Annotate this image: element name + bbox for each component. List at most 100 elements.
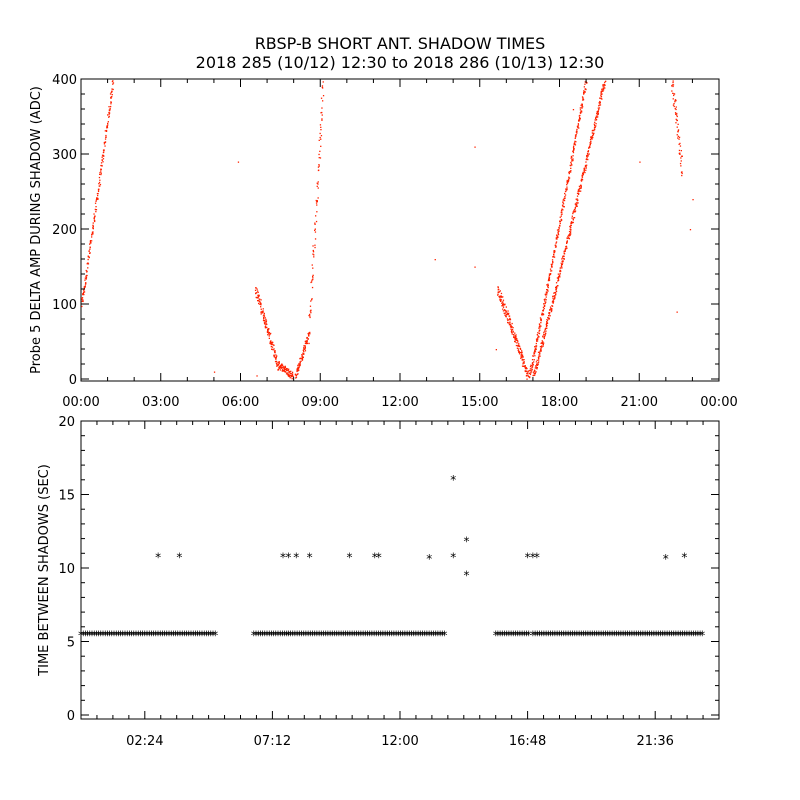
top-data-point [500, 300, 502, 302]
top-data-point [314, 246, 316, 249]
top-data-point [590, 142, 592, 144]
top-data-point [547, 285, 549, 287]
top-data-point [576, 125, 579, 128]
top-data-point [510, 325, 512, 327]
top-data-point [500, 292, 503, 295]
top-data-point [518, 350, 520, 352]
top-data-point [674, 112, 677, 114]
top-data-point [297, 370, 299, 372]
bottom-star-marker: * [525, 551, 531, 565]
top-data-point [321, 107, 323, 109]
top-data-point [513, 336, 515, 339]
top-data-point [105, 136, 107, 138]
top-data-point [94, 202, 97, 204]
top-data-point [561, 263, 563, 266]
top-data-point [594, 119, 596, 121]
top-data-point [583, 91, 585, 93]
top-data-point [527, 372, 529, 375]
top-data-point [299, 361, 301, 363]
top-data-point [514, 340, 516, 342]
top-data-point [586, 158, 588, 160]
bottom-star-marker: * [400, 629, 406, 643]
top-data-point [82, 293, 84, 295]
top-data-point [268, 337, 270, 339]
top-data-point [538, 361, 540, 363]
top-data-point [534, 367, 536, 369]
top-data-point [503, 312, 505, 314]
top-data-point [102, 161, 104, 163]
top-data-point [319, 136, 321, 139]
bottom-star-marker: * [384, 629, 390, 643]
top-data-point [497, 293, 499, 295]
top-data-point [526, 367, 528, 370]
top-data-point [573, 210, 575, 213]
bottom-star-marker: * [530, 629, 536, 643]
top-data-point [581, 107, 583, 109]
top-data-point [595, 123, 597, 125]
bottom-x-tick-label: 16:48 [509, 734, 546, 749]
top-data-point [575, 131, 577, 133]
bottom-star-marker: * [369, 629, 375, 643]
top-data-point [257, 297, 259, 299]
top-data-point [582, 99, 584, 101]
top-isolated-point [639, 161, 641, 163]
bottom-star-marker: * [651, 629, 657, 643]
top-data-point [275, 360, 277, 363]
top-data-point [263, 312, 265, 315]
bottom-star-marker: * [371, 629, 377, 643]
bottom-star-marker: * [314, 629, 320, 643]
top-data-point [541, 343, 544, 345]
top-data-point [554, 244, 557, 246]
top-data-point [286, 372, 288, 374]
top-data-point [674, 99, 677, 101]
top-data-point [545, 299, 547, 301]
top-data-point [525, 368, 527, 370]
top-data-point [550, 270, 552, 272]
top-data-point [583, 168, 585, 171]
bottom-star-marker: * [497, 629, 503, 643]
bottom-star-marker: * [662, 629, 668, 643]
top-data-point [554, 295, 556, 297]
bottom-star-marker: * [208, 629, 214, 643]
bottom-star-marker: * [148, 629, 154, 643]
bottom-star-marker: * [428, 629, 434, 643]
top-data-point [543, 299, 545, 301]
top-data-point [508, 312, 510, 315]
top-data-point [502, 305, 504, 307]
top-data-point [283, 370, 285, 372]
top-data-point [299, 363, 301, 365]
bottom-star-marker: * [620, 629, 626, 643]
top-data-point [600, 95, 602, 97]
top-data-point [541, 340, 543, 342]
top-data-point [532, 371, 534, 373]
top-data-point [562, 201, 564, 203]
bottom-panel: ****************************************… [37, 415, 720, 749]
top-data-point [598, 105, 600, 107]
top-data-point [530, 371, 532, 373]
top-data-point [502, 304, 504, 306]
bottom-star-marker: * [393, 629, 399, 643]
bottom-star-marker: * [321, 629, 327, 643]
top-data-point [671, 84, 674, 86]
top-data-point [597, 107, 599, 109]
top-data-point [81, 305, 83, 308]
top-data-point [572, 150, 574, 152]
top-data-point [540, 350, 542, 352]
top-data-point [533, 351, 536, 353]
top-data-point [312, 274, 314, 276]
top-data-point [545, 325, 548, 328]
top-data-point [295, 377, 297, 379]
top-data-point [300, 358, 303, 360]
top-data-point [580, 185, 582, 187]
top-data-point [104, 138, 107, 140]
top-data-point [523, 361, 525, 363]
bottom-star-marker: * [111, 629, 117, 643]
top-data-point [677, 135, 679, 137]
top-data-point [601, 90, 603, 93]
bottom-star-marker: * [592, 629, 598, 643]
top-data-point [577, 124, 580, 126]
top-data-point [109, 93, 112, 95]
top-data-point [557, 231, 559, 233]
bottom-star-marker: * [686, 629, 692, 643]
top-data-point [556, 236, 558, 239]
